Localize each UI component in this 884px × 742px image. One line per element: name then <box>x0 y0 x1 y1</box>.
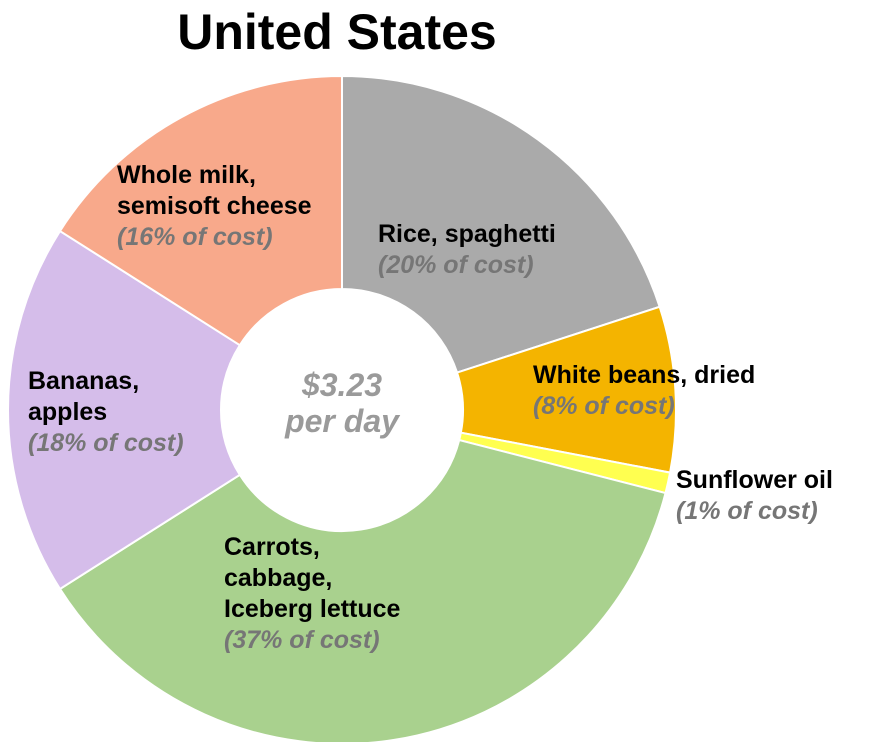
value-label: (16% of cost) <box>117 223 273 251</box>
slice-label: Bananas, apples <box>28 367 139 426</box>
slice <box>58 74 343 347</box>
value-label: (1% of cost) <box>676 497 818 525</box>
slices <box>7 74 677 742</box>
value-label: (20% of cost) <box>378 251 534 279</box>
slice <box>7 229 242 591</box>
slice-label: Rice, spaghetti <box>378 220 556 248</box>
slice-label: Whole milk, semisoft cheese <box>117 161 312 220</box>
slice <box>455 305 677 474</box>
slice-label: White beans, dried <box>533 361 755 389</box>
slice-label: Carrots, cabbage, Iceberg lettuce <box>224 533 401 623</box>
slice <box>58 438 667 742</box>
value-label: (18% of cost) <box>28 429 184 457</box>
value-label: (8% of cost) <box>533 392 675 420</box>
slice <box>341 74 661 374</box>
value-label: (37% of cost) <box>224 626 380 654</box>
slice-label: Sunflower oil <box>676 466 833 494</box>
center-label: $3.23 per day <box>284 367 401 439</box>
chart-title: United States <box>177 4 497 60</box>
